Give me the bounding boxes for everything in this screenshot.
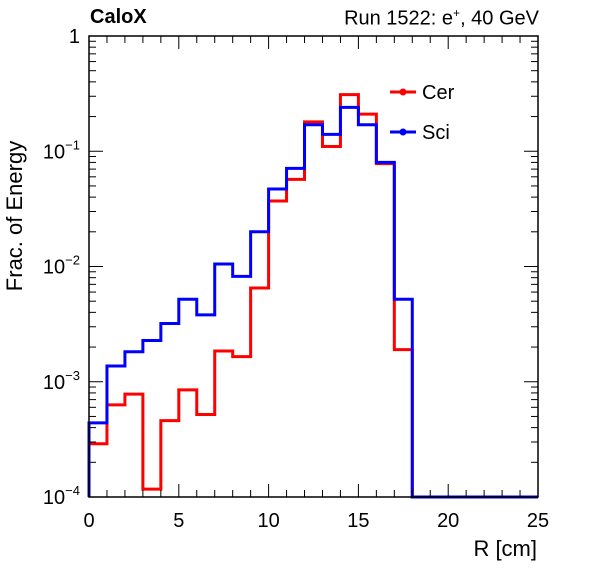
legend-label-cer: Cer: [422, 82, 455, 104]
ticks-layer: 0 5 10 15 20 25 1 10−1 10−2 10−3 10−4: [43, 26, 549, 532]
run-info-charge: +: [453, 6, 461, 20]
legend-label-sci: Sci: [422, 122, 450, 144]
x-tick-label: 20: [437, 510, 459, 532]
y-tick-label: 10−3: [43, 368, 80, 394]
series-line-cer: [87, 93, 538, 499]
x-tick-label: 0: [83, 510, 94, 532]
x-tick-label: 10: [257, 510, 279, 532]
y-tick-label: 10−4: [43, 483, 80, 509]
experiment-label: CaloX: [90, 6, 147, 28]
run-info-suffix: , 40 GeV: [460, 7, 539, 30]
legend-marker-sci: [399, 128, 407, 136]
legend: Cer Sci: [390, 82, 455, 144]
run-info-prefix: Run 1522: e: [344, 7, 454, 30]
y-tick-label: 10−2: [43, 253, 80, 279]
run-info-label: Run 1522: e+, 40 GeV: [344, 6, 539, 31]
plot-frame: [88, 35, 539, 498]
series-line-sci: [87, 105, 538, 499]
legend-marker-cer: [399, 88, 407, 96]
y-tick-label: 10−1: [43, 137, 80, 163]
series-layer: [87, 93, 538, 499]
y-axis-label: Frac. of Energy: [2, 141, 27, 291]
y-tick-label: 1: [69, 26, 80, 48]
x-tick-label: 5: [173, 510, 184, 532]
x-axis-label: R [cm]: [473, 536, 537, 561]
x-tick-label: 15: [347, 510, 369, 532]
x-tick-label: 25: [527, 510, 549, 532]
